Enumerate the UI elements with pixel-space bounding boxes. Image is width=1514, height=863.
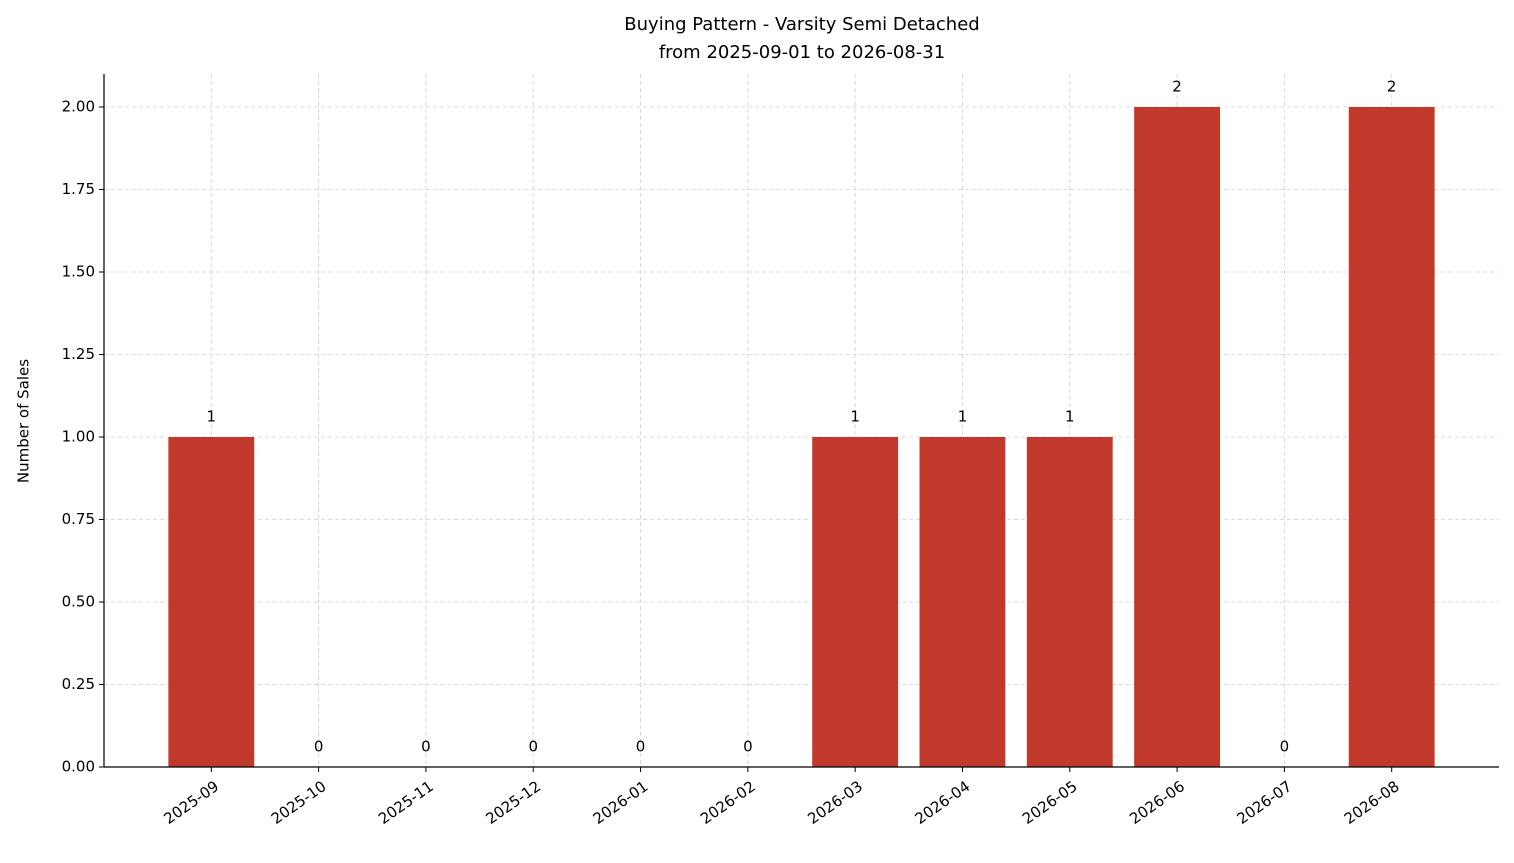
value-label: 2: [1172, 78, 1182, 96]
y-axis-label: Number of Sales: [15, 359, 33, 483]
bar: [1026, 437, 1113, 767]
x-tick-label: 2026-07: [1234, 777, 1296, 828]
y-tick-label: 0.75: [62, 510, 95, 528]
y-tick-label: 0.00: [62, 758, 95, 776]
value-label: 0: [743, 738, 753, 756]
value-label: 0: [528, 738, 538, 756]
chart-title: Buying Pattern - Varsity Semi Detached: [624, 14, 979, 35]
bar: [812, 437, 899, 767]
value-label: 1: [958, 408, 968, 426]
bar: [168, 437, 255, 767]
value-label: 1: [207, 408, 217, 426]
bar: [1348, 107, 1435, 767]
chart-subtitle: from 2025-09-01 to 2026-08-31: [659, 42, 945, 63]
x-tick-label: 2026-06: [1126, 777, 1188, 828]
value-label: 0: [421, 738, 431, 756]
value-label: 2: [1387, 78, 1397, 96]
bar: [1134, 107, 1220, 767]
x-tick-label: 2026-03: [804, 777, 866, 828]
x-tick-label: 2026-01: [590, 777, 652, 828]
x-tick-label: 2026-04: [912, 777, 974, 828]
x-tick-label: 2025-12: [482, 777, 544, 828]
value-label: 1: [1065, 408, 1075, 426]
bar: [919, 437, 1006, 767]
x-tick-label: 2025-09: [161, 777, 223, 828]
x-tick-label: 2026-08: [1341, 777, 1403, 828]
x-tick-label: 2026-02: [697, 777, 759, 828]
y-tick-label: 2.00: [62, 98, 95, 116]
x-tick-label: 2025-11: [375, 777, 437, 828]
y-tick-label: 1.25: [62, 345, 95, 363]
value-label: 0: [636, 738, 646, 756]
y-tick-label: 1.00: [62, 428, 95, 446]
value-label: 1: [850, 408, 860, 426]
y-tick-label: 0.25: [62, 675, 95, 693]
y-tick-label: 0.50: [62, 593, 95, 611]
y-tick-label: 1.75: [62, 180, 95, 198]
value-label: 0: [1280, 738, 1290, 756]
x-tick-label: 2025-10: [268, 777, 330, 828]
y-tick-label: 1.50: [62, 263, 95, 281]
x-tick-label: 2026-05: [1019, 777, 1081, 828]
value-label: 0: [314, 738, 324, 756]
